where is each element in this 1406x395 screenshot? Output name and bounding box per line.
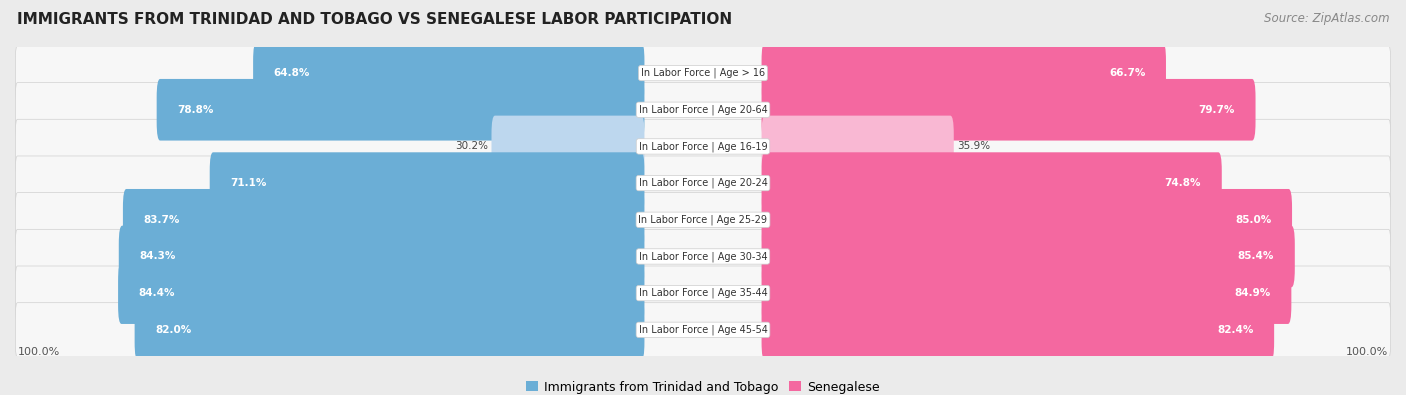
Text: 100.0%: 100.0% <box>17 347 59 357</box>
Text: 84.9%: 84.9% <box>1234 288 1271 298</box>
Text: 82.0%: 82.0% <box>155 325 191 335</box>
Text: Source: ZipAtlas.com: Source: ZipAtlas.com <box>1264 12 1389 25</box>
FancyBboxPatch shape <box>15 303 1391 357</box>
FancyBboxPatch shape <box>156 79 644 141</box>
Text: In Labor Force | Age 45-54: In Labor Force | Age 45-54 <box>638 325 768 335</box>
FancyBboxPatch shape <box>762 189 1292 250</box>
FancyBboxPatch shape <box>15 193 1391 247</box>
FancyBboxPatch shape <box>492 116 644 177</box>
FancyBboxPatch shape <box>135 299 644 361</box>
Text: 64.8%: 64.8% <box>274 68 311 78</box>
Text: 78.8%: 78.8% <box>177 105 214 115</box>
Text: In Labor Force | Age 20-24: In Labor Force | Age 20-24 <box>638 178 768 188</box>
Text: 35.9%: 35.9% <box>957 141 990 151</box>
FancyBboxPatch shape <box>762 226 1295 287</box>
Text: In Labor Force | Age 30-34: In Labor Force | Age 30-34 <box>638 251 768 262</box>
Text: 83.7%: 83.7% <box>143 215 180 225</box>
FancyBboxPatch shape <box>253 42 644 104</box>
Text: 84.3%: 84.3% <box>139 252 176 261</box>
Text: In Labor Force | Age 25-29: In Labor Force | Age 25-29 <box>638 214 768 225</box>
Text: In Labor Force | Age 35-44: In Labor Force | Age 35-44 <box>638 288 768 298</box>
Text: 85.0%: 85.0% <box>1234 215 1271 225</box>
Text: 74.8%: 74.8% <box>1164 178 1201 188</box>
FancyBboxPatch shape <box>15 83 1391 137</box>
FancyBboxPatch shape <box>15 156 1391 210</box>
Text: In Labor Force | Age > 16: In Labor Force | Age > 16 <box>641 68 765 78</box>
Text: In Labor Force | Age 16-19: In Labor Force | Age 16-19 <box>638 141 768 152</box>
FancyBboxPatch shape <box>762 299 1274 361</box>
Text: 71.1%: 71.1% <box>231 178 267 188</box>
Text: 66.7%: 66.7% <box>1109 68 1146 78</box>
FancyBboxPatch shape <box>762 79 1256 141</box>
Text: 79.7%: 79.7% <box>1198 105 1234 115</box>
FancyBboxPatch shape <box>762 116 953 177</box>
FancyBboxPatch shape <box>122 189 644 250</box>
FancyBboxPatch shape <box>762 42 1166 104</box>
Text: 84.4%: 84.4% <box>139 288 176 298</box>
FancyBboxPatch shape <box>118 226 644 287</box>
FancyBboxPatch shape <box>762 262 1291 324</box>
FancyBboxPatch shape <box>118 262 644 324</box>
Legend: Immigrants from Trinidad and Tobago, Senegalese: Immigrants from Trinidad and Tobago, Sen… <box>520 376 886 395</box>
Text: 30.2%: 30.2% <box>456 141 488 151</box>
Text: 85.4%: 85.4% <box>1237 252 1274 261</box>
FancyBboxPatch shape <box>15 46 1391 100</box>
Text: 82.4%: 82.4% <box>1218 325 1254 335</box>
FancyBboxPatch shape <box>15 229 1391 284</box>
Text: IMMIGRANTS FROM TRINIDAD AND TOBAGO VS SENEGALESE LABOR PARTICIPATION: IMMIGRANTS FROM TRINIDAD AND TOBAGO VS S… <box>17 12 733 27</box>
FancyBboxPatch shape <box>15 119 1391 173</box>
FancyBboxPatch shape <box>762 152 1222 214</box>
Text: In Labor Force | Age 20-64: In Labor Force | Age 20-64 <box>638 105 768 115</box>
Text: 100.0%: 100.0% <box>1347 347 1389 357</box>
FancyBboxPatch shape <box>15 266 1391 320</box>
FancyBboxPatch shape <box>209 152 644 214</box>
